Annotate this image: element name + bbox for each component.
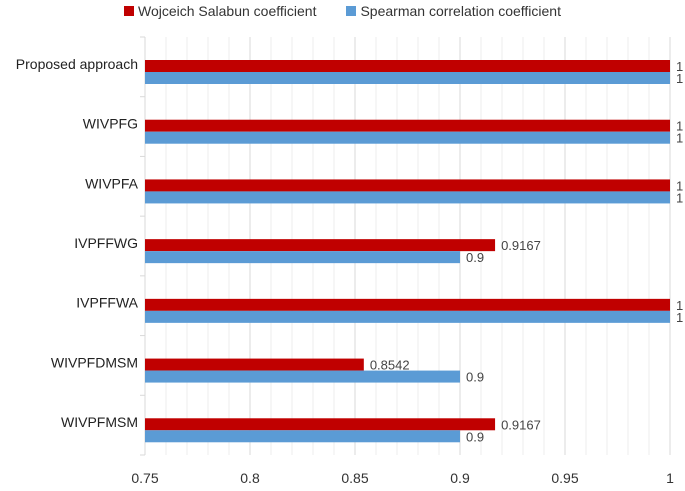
data-label: 1	[676, 119, 683, 134]
x-tick-label: 0.9	[450, 470, 470, 486]
category-label: IVPFFWA	[76, 295, 138, 311]
legend-swatch-red	[123, 6, 134, 16]
bar-spearman	[145, 191, 670, 204]
data-label: 1	[676, 298, 683, 313]
bar-spearman	[145, 370, 460, 383]
data-label: 0.9	[466, 250, 484, 265]
data-label: 1	[676, 310, 683, 325]
legend-item-salabun: Wojceich Salabun coefficient	[123, 3, 317, 19]
category-label: WIVPFA	[85, 175, 139, 191]
bar-spearman	[145, 72, 670, 84]
category-label: WIVPFG	[83, 116, 138, 132]
data-label: 1	[676, 190, 683, 205]
bar-salabun	[145, 60, 670, 72]
bar-salabun	[145, 298, 670, 311]
legend-item-spearman: Spearman correlation coefficient	[346, 3, 561, 19]
category-label: IVPFFWG	[74, 235, 138, 251]
bar-spearman	[145, 430, 460, 443]
data-label: 1	[676, 178, 683, 193]
legend-label: Wojceich Salabun coefficient	[137, 3, 317, 19]
x-tick-label: 0.8	[240, 470, 260, 486]
legend: Wojceich Salabun coefficient Spearman co…	[0, 0, 685, 22]
legend-swatch-blue	[346, 6, 357, 16]
bar-spearman	[145, 310, 670, 323]
bar-salabun	[145, 358, 364, 371]
category-label: Proposed approach	[16, 56, 138, 72]
x-tick-label: 1	[666, 470, 674, 486]
data-label: 0.9	[466, 429, 484, 444]
data-label: 1	[676, 71, 683, 86]
x-tick-label: 0.95	[551, 470, 578, 486]
category-label: WIVPFDMSM	[51, 354, 138, 370]
data-label: 0.8542	[370, 358, 410, 373]
bar-spearman	[145, 131, 670, 144]
data-label: 1	[676, 59, 683, 74]
legend-label: Spearman correlation coefficient	[360, 3, 561, 19]
bar-salabun	[145, 418, 496, 431]
data-label: 1	[676, 131, 683, 146]
bar-spearman	[145, 251, 460, 264]
data-label: 0.9167	[501, 238, 541, 253]
x-tick-label: 0.85	[341, 470, 368, 486]
bar-salabun	[145, 119, 670, 132]
x-tick-label: 0.75	[131, 470, 158, 486]
data-label: 0.9167	[501, 417, 541, 432]
bar-salabun	[145, 239, 496, 252]
category-label: WIVPFMSM	[61, 414, 138, 430]
bar-salabun	[145, 179, 670, 192]
data-label: 0.9	[466, 370, 484, 385]
